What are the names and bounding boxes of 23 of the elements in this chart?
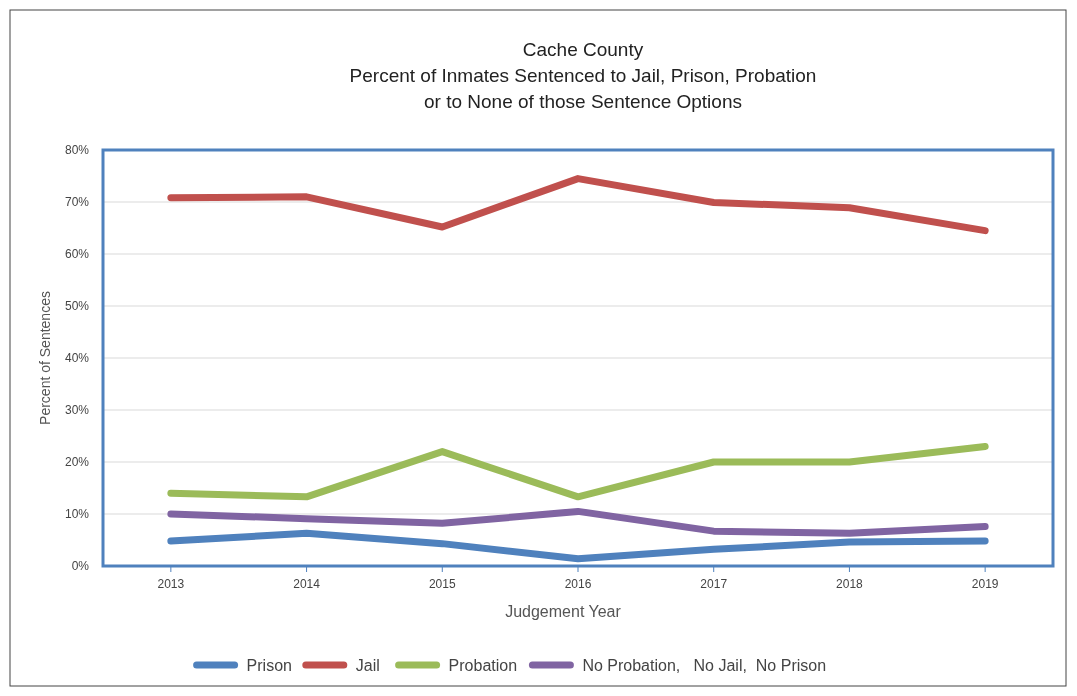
x-tick-label: 2013 [157, 577, 185, 591]
x-tick-label: 2017 [700, 577, 728, 591]
x-tick-label: 2019 [971, 577, 999, 591]
y-tick-label: 50% [64, 299, 90, 313]
y-tick-label: 40% [64, 351, 90, 365]
chart-title: Cache County Percent of Inmates Sentenced to Jail, Prison, Probation or to None of those Sentence Options [349, 39, 817, 112]
x-tick-label: 2015 [428, 577, 456, 591]
y-tick-label: 70% [64, 195, 90, 209]
y-tick-label: 10% [64, 507, 90, 521]
y-tick-label: 60% [64, 247, 90, 261]
x-tick-label: 2016 [564, 577, 592, 591]
y-tick-label: 20% [64, 455, 90, 469]
x-tick-label: 2018 [836, 577, 864, 591]
legend-label: Probation [448, 657, 518, 674]
legend-label: No Probation, No Jail, No Prison [582, 657, 827, 674]
x-tick-label: 2014 [293, 577, 321, 591]
legend-label: Jail [355, 657, 380, 674]
y-tick-label: 80% [64, 143, 90, 157]
x-axis-title: Judgement Year [505, 603, 622, 620]
y-axis-title: Percent of Sentences [37, 291, 53, 425]
y-tick-label: 30% [64, 403, 90, 417]
y-tick-label: 0% [71, 559, 90, 573]
legend-label: Prison [246, 657, 292, 674]
